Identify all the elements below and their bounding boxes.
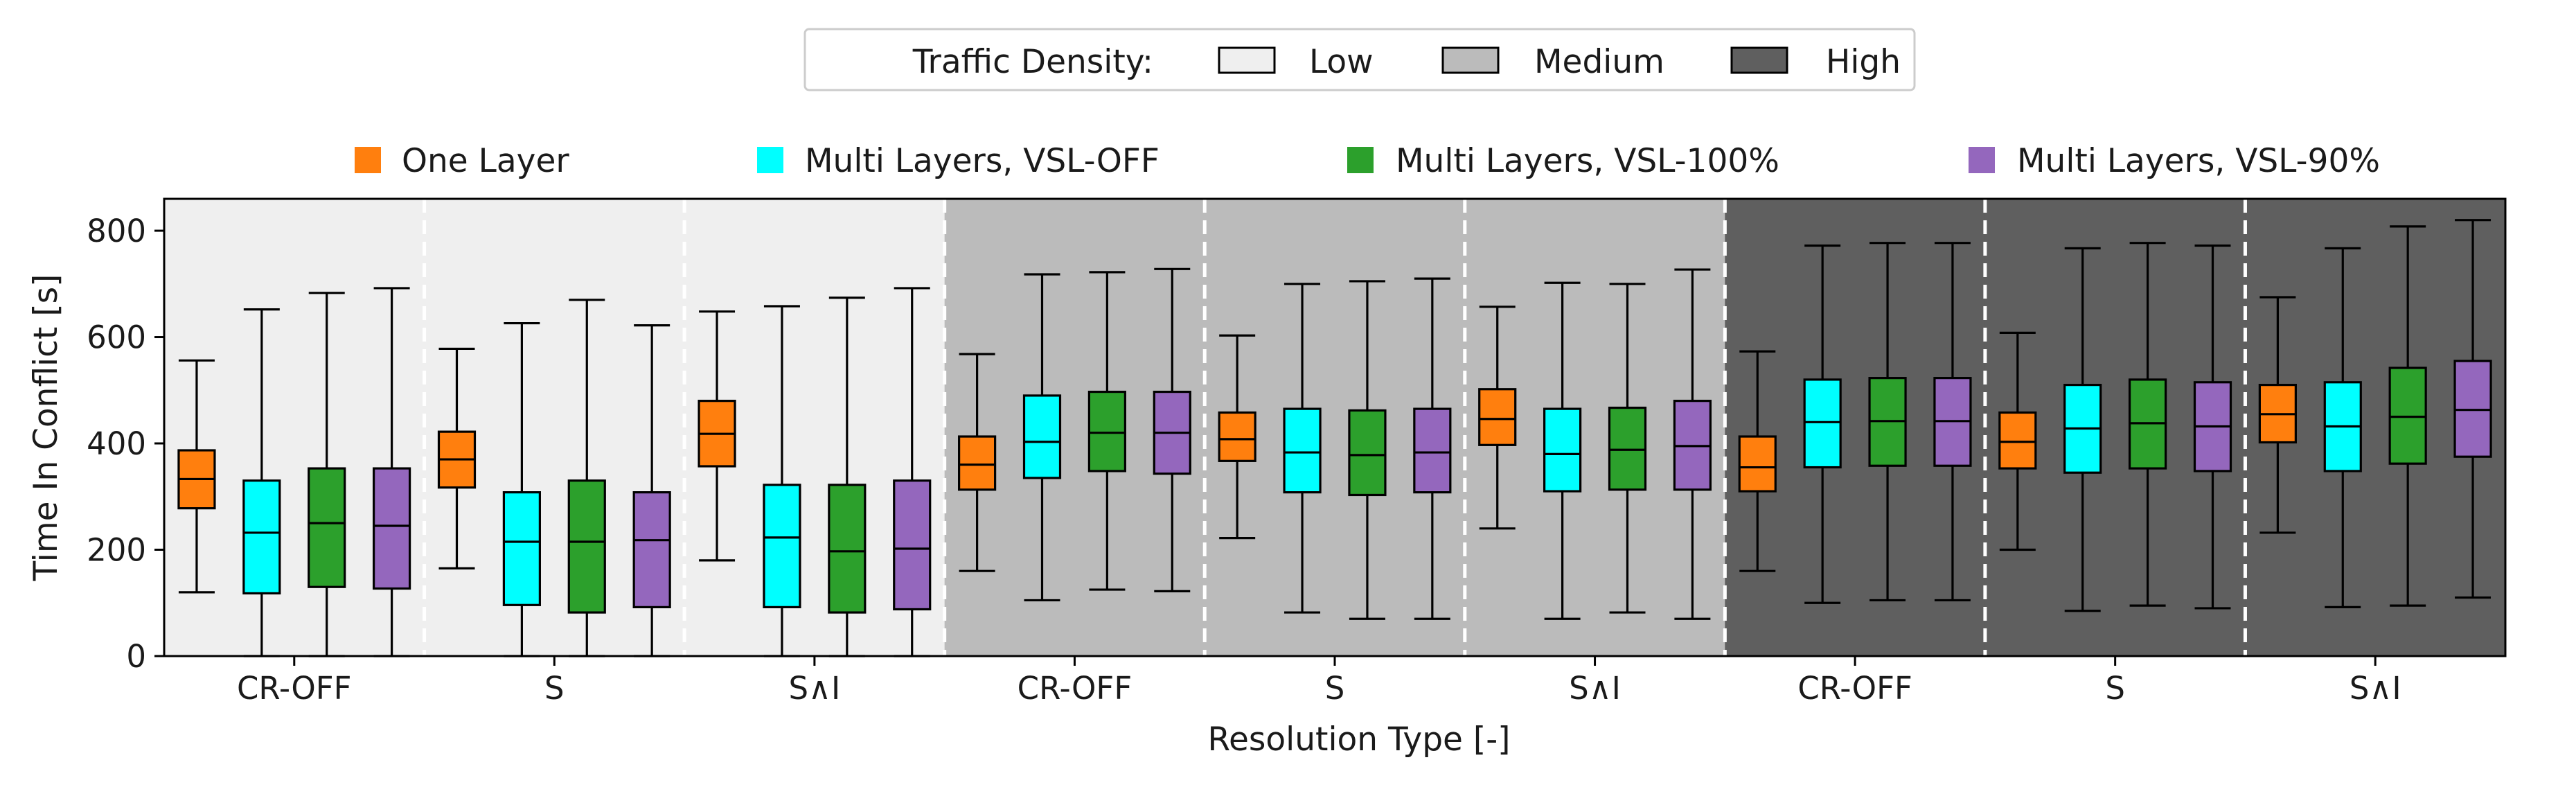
series-legend-label-vsl-90: Multi Layers, VSL-90% bbox=[2017, 142, 2380, 180]
box-g1-multi-layers-vsl-off bbox=[242, 308, 281, 657]
box-g4-multi-layers-vsl-off bbox=[1022, 273, 1062, 602]
box-g3-one-layer bbox=[698, 310, 736, 562]
box-g5-one-layer-iqr bbox=[1218, 411, 1256, 462]
series-legend-label-vsl-100: Multi Layers, VSL-100% bbox=[1396, 142, 1779, 180]
x-tick-label-5: S bbox=[1325, 670, 1345, 707]
x-tick-label-2: S bbox=[544, 670, 565, 707]
box-g5-multi-layers-vsl-off bbox=[1283, 283, 1322, 614]
box-g5-multi-layers-vsl-100 bbox=[1348, 280, 1387, 620]
y-tick-label-400: 400 bbox=[87, 425, 146, 462]
x-axis: CR-OFF S S∧I CR-OFF S S∧I CR-OFF S S∧I bbox=[237, 656, 2401, 707]
box-g7-multi-layers-vsl-90 bbox=[1933, 242, 1972, 602]
density-legend-label-low: Low bbox=[1309, 43, 1374, 81]
y-axis: 0 200 400 600 800 bbox=[87, 213, 164, 675]
box-g8-multi-layers-vsl-90 bbox=[2193, 244, 2232, 610]
box-g4-multi-layers-vsl-100-iqr bbox=[1087, 390, 1126, 472]
density-legend: Traffic Density: Low Medium High bbox=[803, 28, 1916, 91]
plot-boxes bbox=[177, 219, 2492, 657]
density-legend-label-high: High bbox=[1826, 43, 1901, 81]
x-tick-label-7: CR-OFF bbox=[1797, 670, 1912, 707]
box-g2-one-layer bbox=[437, 347, 477, 569]
box-g1-multi-layers-vsl-off-iqr bbox=[242, 479, 281, 595]
x-axis-label: Resolution Type [-] bbox=[1207, 720, 1510, 759]
box-g6-multi-layers-vsl-90 bbox=[1673, 268, 1712, 620]
y-tick-label-0: 0 bbox=[126, 638, 146, 675]
y-tick-label-800: 800 bbox=[87, 213, 146, 249]
box-g7-one-layer bbox=[1738, 350, 1777, 572]
box-g2-multi-layers-vsl-90-iqr bbox=[632, 491, 671, 608]
box-g3-multi-layers-vsl-100-iqr bbox=[828, 484, 867, 614]
series-legend-swatch-vsl-100 bbox=[1347, 147, 1374, 173]
box-g7-multi-layers-vsl-off bbox=[1803, 244, 1842, 604]
box-g8-multi-layers-vsl-off bbox=[2063, 247, 2102, 612]
x-tick-label-1: CR-OFF bbox=[237, 670, 352, 707]
box-g2-multi-layers-vsl-100-iqr bbox=[567, 479, 606, 614]
box-g6-multi-layers-vsl-off-iqr bbox=[1543, 407, 1582, 493]
box-g5-one-layer bbox=[1218, 334, 1256, 540]
box-g2-multi-layers-vsl-off bbox=[502, 321, 541, 657]
x-tick-label-8: S bbox=[2105, 670, 2125, 707]
box-g3-multi-layers-vsl-90 bbox=[893, 287, 932, 657]
series-legend-label-one-layer: One Layer bbox=[402, 142, 569, 180]
box-g1-multi-layers-vsl-90 bbox=[373, 287, 411, 657]
box-g4-multi-layers-vsl-100 bbox=[1087, 271, 1126, 591]
y-axis-label: Time In Conflict [s] bbox=[27, 274, 65, 582]
density-legend-swatch-high bbox=[1730, 46, 1788, 74]
box-g7-one-layer-iqr bbox=[1738, 435, 1777, 493]
box-g6-one-layer-iqr bbox=[1478, 388, 1517, 446]
box-g4-multi-layers-vsl-off-iqr bbox=[1022, 394, 1062, 479]
box-g6-multi-layers-vsl-off bbox=[1543, 281, 1582, 620]
density-legend-swatch-medium bbox=[1441, 46, 1500, 74]
x-tick-label-9: S∧I bbox=[2350, 670, 2401, 707]
series-legend-swatch-vsl-off bbox=[757, 147, 783, 173]
y-tick-label-200: 200 bbox=[87, 532, 146, 569]
box-g5-multi-layers-vsl-90-iqr bbox=[1413, 407, 1452, 494]
x-tick-label-6: S∧I bbox=[1569, 670, 1621, 707]
box-g4-multi-layers-vsl-90 bbox=[1153, 267, 1191, 592]
box-g9-multi-layers-vsl-100 bbox=[2388, 225, 2427, 607]
box-g2-multi-layers-vsl-90 bbox=[632, 324, 671, 657]
box-g5-multi-layers-vsl-off-iqr bbox=[1283, 407, 1322, 494]
series-legend-swatch-vsl-90 bbox=[1969, 147, 1995, 173]
box-g1-one-layer bbox=[177, 359, 216, 594]
density-legend-swatch-low bbox=[1218, 46, 1276, 74]
x-tick-label-4: CR-OFF bbox=[1018, 670, 1132, 707]
box-g6-one-layer bbox=[1478, 306, 1517, 530]
box-g8-multi-layers-vsl-100 bbox=[2129, 242, 2167, 607]
density-legend-label-medium: Medium bbox=[1534, 43, 1664, 81]
box-g9-one-layer bbox=[2258, 296, 2297, 534]
series-legend: One Layer Multi Layers, VSL-OFF Multi La… bbox=[355, 142, 2380, 180]
box-g5-multi-layers-vsl-90 bbox=[1413, 277, 1452, 620]
box-g4-one-layer bbox=[958, 353, 997, 572]
x-tick-label-3: S∧I bbox=[788, 670, 840, 707]
box-g1-multi-layers-vsl-90-iqr bbox=[373, 467, 411, 590]
y-tick-label-600: 600 bbox=[87, 319, 146, 356]
box-g3-multi-layers-vsl-off-iqr bbox=[763, 484, 801, 608]
box-g6-multi-layers-vsl-100 bbox=[1608, 283, 1647, 614]
box-g1-multi-layers-vsl-100-iqr bbox=[308, 467, 346, 588]
box-g5-multi-layers-vsl-100-iqr bbox=[1348, 409, 1387, 497]
box-g3-multi-layers-vsl-90-iqr bbox=[893, 479, 932, 611]
density-legend-title: Traffic Density: bbox=[912, 43, 1153, 81]
series-legend-label-vsl-off: Multi Layers, VSL-OFF bbox=[805, 142, 1160, 180]
box-g1-multi-layers-vsl-100 bbox=[308, 292, 346, 657]
box-g9-multi-layers-vsl-off bbox=[2323, 247, 2362, 608]
box-g2-multi-layers-vsl-off-iqr bbox=[502, 491, 541, 606]
box-g9-multi-layers-vsl-90 bbox=[2453, 219, 2492, 599]
series-legend-swatch-one-layer bbox=[355, 147, 381, 173]
box-g4-one-layer-iqr bbox=[958, 435, 997, 491]
box-g7-multi-layers-vsl-off-iqr bbox=[1803, 378, 1842, 469]
box-g8-one-layer bbox=[1998, 331, 2037, 551]
box-g7-multi-layers-vsl-100 bbox=[1868, 242, 1907, 602]
box-g8-one-layer-iqr bbox=[1998, 411, 2037, 470]
